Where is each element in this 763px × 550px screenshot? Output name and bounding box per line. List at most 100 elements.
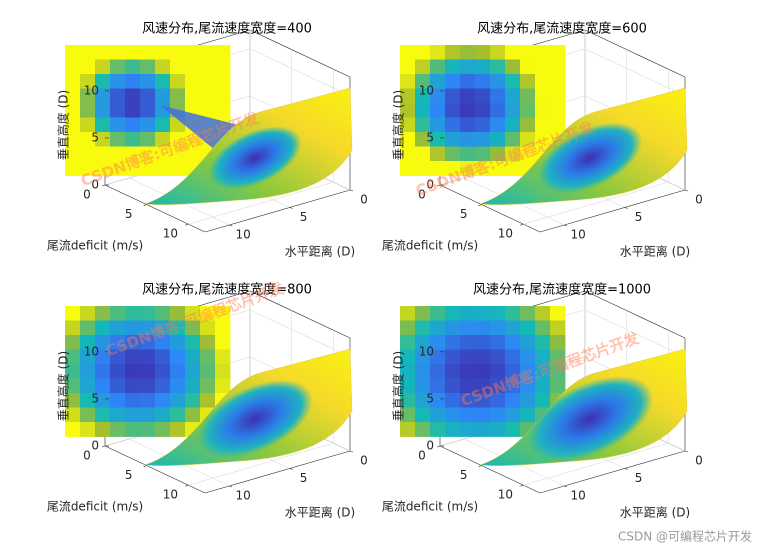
y-tick-label: 0 xyxy=(83,449,91,463)
chart-title: 风速分布,尾流速度宽度=600 xyxy=(477,21,647,37)
heatmap-cell xyxy=(430,407,446,423)
heatmap-cell xyxy=(490,349,506,365)
y-tick xyxy=(101,184,106,187)
heatmap-cell xyxy=(400,161,416,176)
heatmap-cell xyxy=(430,74,446,89)
heatmap-cell xyxy=(505,132,521,147)
heatmap-cell xyxy=(65,378,81,394)
heatmap-cell xyxy=(400,335,416,350)
heatmap-cell xyxy=(65,146,81,162)
heatmap-cell xyxy=(185,335,201,350)
heatmap-cell xyxy=(125,117,141,133)
heatmap-cell xyxy=(505,161,521,176)
heatmap-cell xyxy=(475,74,491,89)
heatmap-cell xyxy=(170,407,186,423)
heatmap-cell xyxy=(460,349,476,365)
heatmap-cell xyxy=(170,88,186,104)
heatmap-cell xyxy=(535,349,551,365)
heatmap-cell xyxy=(505,393,521,408)
heatmap-cell xyxy=(430,132,446,147)
heatmap-cell xyxy=(155,306,171,321)
heatmap-cell xyxy=(430,306,446,321)
heatmap-cell xyxy=(170,364,186,379)
heatmap-cell xyxy=(215,364,231,379)
heatmap-cell xyxy=(490,378,506,394)
heatmap-cell xyxy=(65,393,81,408)
heatmap-cell xyxy=(155,407,171,423)
heatmap-cell xyxy=(125,364,141,379)
heatmap-cell xyxy=(80,88,96,104)
heatmap-cell xyxy=(140,407,156,423)
heatmap-cell xyxy=(505,45,521,60)
x-axis-label: 水平距离 (D) xyxy=(285,505,355,520)
heatmap-cell xyxy=(155,59,171,75)
heatmap-cell xyxy=(200,59,216,75)
y-tick-label: 5 xyxy=(460,207,468,221)
heatmap-cell xyxy=(110,349,126,365)
z-tick-label: 5 xyxy=(426,130,434,144)
heatmap-cell xyxy=(415,407,431,423)
heatmap-cell xyxy=(155,146,171,162)
heatmap-cell xyxy=(415,320,431,336)
x-tick xyxy=(684,189,689,192)
heatmap-cell xyxy=(415,132,431,147)
heatmap-cell xyxy=(95,364,111,379)
heatmap-cell xyxy=(445,407,461,423)
heatmap-cell xyxy=(125,422,141,437)
heatmap-cell xyxy=(520,378,536,394)
heatmap-cell xyxy=(185,74,201,89)
heatmap-cell xyxy=(110,59,126,75)
heatmap-cell xyxy=(80,320,96,336)
heatmap-cell xyxy=(550,364,566,379)
heatmap-cell xyxy=(460,335,476,350)
heatmap-cell xyxy=(185,378,201,394)
heatmap-cell xyxy=(460,45,476,60)
heatmap-cell xyxy=(535,45,551,60)
heatmap-cell xyxy=(520,88,536,104)
x-tick xyxy=(684,450,689,453)
heatmap-cell xyxy=(155,132,171,147)
heatmap-cell xyxy=(415,117,431,133)
heatmap-cell xyxy=(520,349,536,365)
heatmap-cell xyxy=(110,335,126,350)
heatmap-cell xyxy=(140,306,156,321)
heatmap-cell xyxy=(155,88,171,104)
subplot: 0 5 10 0 5 10 0 5 10 风速分布,尾流速度宽度=800 水平距离 (D) 尾流def… xyxy=(47,282,368,520)
heatmap-cell xyxy=(155,161,171,176)
heatmap-cell xyxy=(140,393,156,408)
x-tick-label: 5 xyxy=(635,210,643,224)
heatmap-cell xyxy=(185,393,201,408)
heatmap-cell xyxy=(95,407,111,423)
heatmap-cell xyxy=(535,59,551,75)
axis-box-edge xyxy=(249,29,351,78)
y-tick xyxy=(143,465,147,467)
heatmap-cell xyxy=(110,306,126,321)
x-tick-label: 5 xyxy=(635,471,643,485)
heatmap-cell xyxy=(535,378,551,394)
heatmap-cell xyxy=(215,45,231,60)
x-tick-label: 0 xyxy=(695,454,703,468)
heatmap-cell xyxy=(140,103,156,118)
heatmap-cell xyxy=(140,59,156,75)
heatmap-cell xyxy=(415,74,431,89)
heatmap-cell xyxy=(475,161,491,176)
heatmap-cell xyxy=(430,103,446,118)
z-tick-label: 5 xyxy=(91,130,99,144)
heatmap-cell xyxy=(475,349,491,365)
z-tick-label: 0 xyxy=(91,178,99,192)
heatmap-cell xyxy=(430,393,446,408)
z-tick-label: 10 xyxy=(84,344,99,358)
heatmap-cell xyxy=(155,422,171,437)
x-tick xyxy=(624,468,628,470)
heatmap-cell xyxy=(475,146,491,162)
heatmap-cell xyxy=(155,117,171,133)
heatmap-cell xyxy=(550,117,566,133)
heatmap-cell xyxy=(95,117,111,133)
heatmap-cell xyxy=(140,364,156,379)
x-tick-label: 10 xyxy=(236,489,251,503)
heatmap-cell xyxy=(95,335,111,350)
heatmap-cell xyxy=(185,407,201,423)
heatmap-cell xyxy=(140,117,156,133)
heatmap-cell xyxy=(170,378,186,394)
heatmap-cell xyxy=(445,393,461,408)
